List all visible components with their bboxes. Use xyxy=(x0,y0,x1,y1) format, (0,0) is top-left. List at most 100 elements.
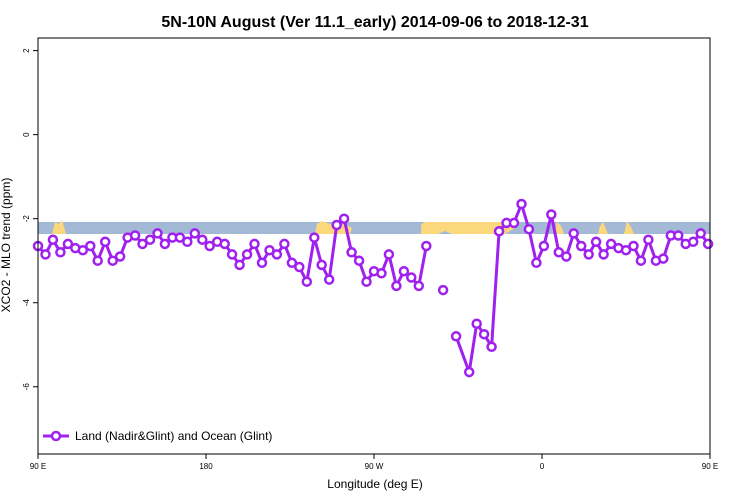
data-point xyxy=(620,244,632,256)
data-point xyxy=(204,240,215,252)
x-axis: 90 E 180 90 W 0 90 E xyxy=(30,454,718,471)
data-point xyxy=(508,217,520,229)
data-point xyxy=(583,249,594,260)
land-band-asia-1 xyxy=(52,220,66,234)
data-point xyxy=(523,223,535,235)
data-point xyxy=(189,228,201,239)
data-point xyxy=(598,249,609,260)
data-point xyxy=(47,234,59,245)
data-point xyxy=(391,280,402,292)
land-band-asia-2 xyxy=(555,222,564,234)
data-point xyxy=(301,276,313,287)
data-point xyxy=(40,249,51,260)
data-point xyxy=(107,255,118,266)
legend-marker-swatch xyxy=(50,430,62,442)
x-tick-label: 180 xyxy=(199,462,213,471)
data-point xyxy=(55,247,66,258)
x-tick-label: 90 W xyxy=(365,462,384,471)
data-point xyxy=(137,238,148,250)
data-point xyxy=(316,259,327,271)
data-point xyxy=(353,255,365,266)
data-point xyxy=(531,257,542,269)
data-point xyxy=(361,276,372,287)
data-point xyxy=(478,328,490,340)
data-point xyxy=(152,228,163,239)
land-band-asia-4 xyxy=(624,221,634,234)
y-tick-label: 0 xyxy=(22,132,31,137)
data-point xyxy=(421,240,432,252)
land-band-africa xyxy=(421,222,518,234)
y-tick-label: -6 xyxy=(22,383,31,391)
y-axis-label: XCO2 - MLO trend (ppm) xyxy=(0,178,13,313)
data-point xyxy=(450,331,462,342)
data-point xyxy=(294,261,305,273)
ocean-band xyxy=(38,222,710,234)
data-point xyxy=(486,341,497,353)
data-point xyxy=(673,230,684,241)
data-point xyxy=(114,251,126,262)
data-point xyxy=(413,280,425,292)
x-tick-label: 90 E xyxy=(30,462,46,471)
data-point xyxy=(575,240,587,252)
y-tick-label: -4 xyxy=(22,299,31,307)
data-point xyxy=(85,240,96,252)
data-point xyxy=(197,234,208,245)
data-point xyxy=(241,249,253,260)
data-point xyxy=(256,257,268,269)
data-point xyxy=(129,230,141,241)
data-point xyxy=(309,232,320,243)
data-point xyxy=(77,244,89,256)
data-point xyxy=(234,259,245,271)
data-point xyxy=(398,265,410,277)
data-point xyxy=(376,268,387,279)
land-band-asia-3 xyxy=(598,222,608,234)
data-point xyxy=(605,238,617,250)
data-point xyxy=(174,232,186,243)
y-tick-label: 2 xyxy=(22,48,31,53)
data-point xyxy=(346,247,357,258)
data-point xyxy=(338,213,350,224)
data-point xyxy=(695,228,706,239)
data-point xyxy=(463,366,475,378)
data-point xyxy=(144,234,156,245)
data-point xyxy=(658,253,669,264)
y-tick-label: -2 xyxy=(22,215,31,223)
data-point xyxy=(471,318,482,329)
data-point xyxy=(493,226,505,237)
data-point xyxy=(159,238,171,250)
x-tick-label: 90 E xyxy=(702,462,718,471)
data-point xyxy=(286,257,298,269)
series-line-segment-2 xyxy=(454,202,710,374)
data-point xyxy=(687,236,699,248)
data-point xyxy=(62,238,74,250)
data-point xyxy=(561,251,572,262)
data-point xyxy=(590,236,602,248)
data-point xyxy=(264,244,275,256)
chart-title: 5N-10N August (Ver 11.1_early) 2014-09-0… xyxy=(161,14,588,31)
data-point xyxy=(538,240,550,252)
points-layer xyxy=(32,198,714,378)
data-point xyxy=(182,236,193,248)
data-point xyxy=(553,247,565,258)
data-point xyxy=(628,240,639,252)
legend-label: Land (Nadir&Glint) and Ocean (Glint) xyxy=(75,429,272,443)
data-point xyxy=(568,228,579,239)
data-point xyxy=(323,274,335,285)
data-point xyxy=(546,209,557,220)
data-point xyxy=(219,238,230,250)
data-point xyxy=(279,238,290,250)
data-point xyxy=(516,198,527,210)
land-band-americas xyxy=(315,221,338,234)
data-point xyxy=(437,284,449,296)
data-point xyxy=(702,238,714,250)
data-point xyxy=(383,249,395,260)
data-point xyxy=(92,255,103,266)
data-point xyxy=(406,272,417,283)
data-point xyxy=(643,234,654,245)
x-axis-label: Longitude (deg E) xyxy=(327,477,422,491)
data-point xyxy=(99,236,111,248)
legend: Land (Nadir&Glint) and Ocean (Glint) xyxy=(43,429,272,443)
data-point xyxy=(226,249,238,260)
x-tick-label: 0 xyxy=(540,462,545,471)
